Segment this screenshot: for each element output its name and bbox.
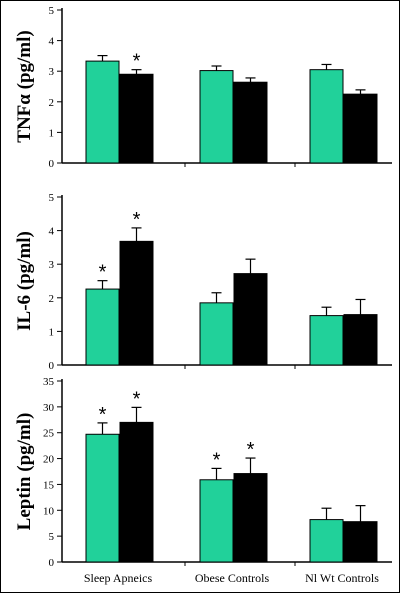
y-tick-label: 4 <box>49 36 55 48</box>
y-tick-label: 4 <box>49 226 55 238</box>
y-tick-label: 10 <box>43 505 55 517</box>
panel-1: 0 1 2 3 4 5 TNFα (pg/ml) * <box>14 5 392 170</box>
y-tick-label: 0 <box>49 360 55 372</box>
bar-a-2 <box>199 70 234 164</box>
y-axis-label: TNFα (pg/ml) <box>14 30 35 142</box>
category-label: Nl Wt Controls <box>305 571 379 585</box>
y-axis-label: Leptin (pg/ml) <box>14 413 35 531</box>
bar-a-2 <box>199 302 234 366</box>
bar-a-3 <box>309 69 344 164</box>
significance-star: * <box>99 262 107 284</box>
y-tick-label: 15 <box>43 479 55 491</box>
bar-b-1 <box>119 73 154 164</box>
significance-star: * <box>133 51 141 73</box>
y-tick-label: 3 <box>49 259 55 271</box>
y-tick-label: 25 <box>43 428 55 440</box>
y-tick-label: 3 <box>49 66 55 78</box>
y-tick-label: 35 <box>43 376 55 388</box>
bar-b-3 <box>343 521 378 563</box>
significance-star: * <box>133 388 141 410</box>
y-tick-label: 1 <box>49 326 55 338</box>
panel-3: 0 5 10 15 20 25 30 35 Leptin (pg/ml) * * * * <box>14 376 392 569</box>
significance-star: * <box>247 439 255 461</box>
bar-a-3 <box>309 315 344 366</box>
significance-star: * <box>133 209 141 231</box>
bar-b-3 <box>343 93 378 164</box>
y-tick-label: 5 <box>49 531 55 543</box>
category-label: Sleep Apneics <box>84 571 153 585</box>
y-tick-label: 5 <box>49 5 55 17</box>
bar-b-1 <box>119 240 154 366</box>
bar-a-1 <box>85 433 120 563</box>
bar-a-3 <box>309 519 344 563</box>
bar-a-1 <box>85 60 120 164</box>
bar-b-2 <box>233 473 268 563</box>
y-tick-label: 5 <box>49 192 55 204</box>
y-axis-label: IL-6 (pg/ml) <box>14 231 35 331</box>
bar-a-1 <box>85 288 120 366</box>
significance-star: * <box>99 404 107 426</box>
y-tick-label: 0 <box>49 557 55 569</box>
bar-a-2 <box>199 479 234 563</box>
bar-b-2 <box>233 81 268 164</box>
panel-2: 0 1 2 3 4 5 IL-6 (pg/ml) * * <box>14 192 392 372</box>
bar-b-2 <box>233 273 268 366</box>
significance-star: * <box>213 449 221 471</box>
y-tick-label: 20 <box>43 454 55 466</box>
y-tick-label: 1 <box>49 127 55 139</box>
y-tick-label: 2 <box>49 97 55 109</box>
category-label: Obese Controls <box>195 571 270 585</box>
y-tick-label: 2 <box>49 293 55 305</box>
bar-b-1 <box>119 421 154 563</box>
y-tick-label: 0 <box>49 158 55 170</box>
y-tick-label: 30 <box>43 402 55 414</box>
bar-b-3 <box>343 314 378 366</box>
